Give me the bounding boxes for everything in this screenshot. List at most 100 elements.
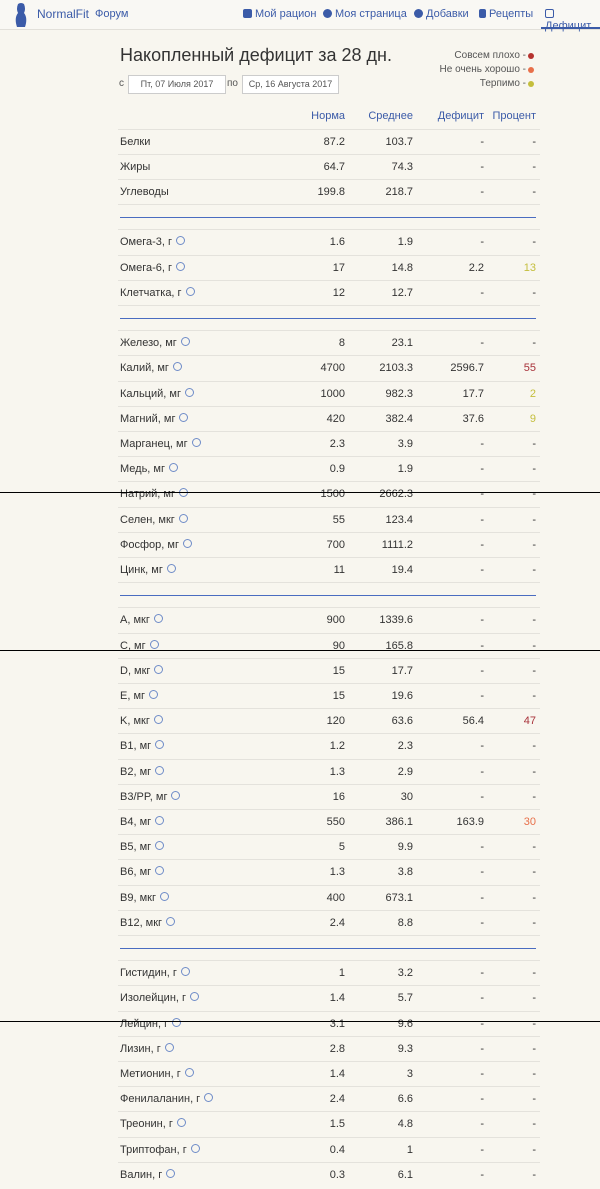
nav-link[interactable]: Добавки [414,8,469,20]
info-icon[interactable] [176,261,186,271]
percent-cell: - [532,891,536,904]
value-cell: 218.7 [385,185,413,198]
nutrient-name: E, мг [120,684,159,708]
info-icon[interactable] [153,715,163,725]
info-icon[interactable] [164,1042,174,1052]
info-icon[interactable] [191,437,201,447]
nutrient-name: Омега-3, г [120,230,186,254]
table-row: B2, мг 1.3 2.9 - - [118,758,540,784]
value-cell: 1500 [320,488,345,501]
table-row: Гистидин, г 1 3.2 - - [118,960,540,985]
info-icon[interactable] [190,992,200,1002]
info-icon[interactable] [176,236,186,246]
value-cell: 3.2 [397,967,413,980]
info-icon[interactable] [185,286,195,296]
info-icon[interactable] [172,362,182,372]
info-icon[interactable] [172,1017,182,1027]
info-icon[interactable] [155,841,165,851]
nav-link[interactable]: Рецепты [479,8,533,20]
value-cell: 1.5 [329,1118,345,1131]
nutrient-name: B12, мкг [120,911,176,935]
info-icon[interactable] [159,891,169,901]
value-cell: 165.8 [385,639,413,652]
info-icon[interactable] [190,1143,200,1153]
value-cell: 1.4 [329,1067,345,1080]
nutrient-name-text: Гистидин, г [120,967,177,980]
value-cell: 37.6 [462,412,484,425]
value-cell: 64.7 [323,160,345,173]
column-header: Процент [492,110,536,122]
brand[interactable]: NormalFit [37,7,90,21]
value-cell: - [480,463,484,476]
legend-label: Совсем плохо - [454,50,526,61]
value-cell: 74.3 [391,160,413,173]
forum-link[interactable]: Форум [95,8,129,20]
value-cell: 386.1 [385,815,413,828]
value-cell: 2.9 [397,765,413,778]
nutrient-name: Калий, мг [120,356,182,380]
info-icon[interactable] [169,463,178,473]
value-cell: 199.8 [317,185,345,198]
percent-cell: - [532,236,536,249]
value-cell: 3.1 [329,1017,345,1030]
info-icon[interactable] [155,740,165,750]
table-row: Углеводы 199.8 218.7 - - [118,178,540,204]
nutrient-name-text: B4, мг [120,815,152,828]
nutrient-name-text: Натрий, мг [120,488,175,501]
info-icon[interactable] [153,614,163,624]
info-icon[interactable] [155,765,165,775]
group-separator [118,304,540,330]
info-icon[interactable] [179,412,189,422]
percent-cell: - [532,286,536,299]
table-row: B5, мг 5 9.9 - - [118,834,540,859]
info-icon[interactable] [155,815,165,825]
nutrient-name: Фенилаланин, г [120,1087,214,1111]
nutrient-name: Изолейцин, г [120,986,200,1010]
table-row: Лейцин, г 3.1 9.6 - - [118,1010,540,1036]
info-icon[interactable] [204,1093,214,1103]
logo [15,3,27,27]
nav-link-active[interactable]: Дефицит [545,8,600,32]
info-icon[interactable] [166,916,176,926]
table-row: A, мкг 900 1339.6 - - [118,607,540,632]
info-icon[interactable] [166,1168,176,1178]
nutrient-name: Клетчатка, г [120,281,195,305]
info-icon[interactable] [149,689,159,699]
nutrient-name: B3/PP, мг [120,785,181,809]
value-cell: - [480,1143,484,1156]
info-icon[interactable] [154,664,164,674]
value-cell: 9.3 [397,1042,413,1055]
date-from[interactable]: Пт, 07 Июля 2017 [128,75,226,94]
table-row: Клетчатка, г 12 12.7 - - [118,279,540,305]
value-cell: 982.3 [385,387,413,400]
date-to[interactable]: Ср, 16 Августа 2017 [242,75,339,94]
nav-link[interactable]: Мой рацион [243,8,316,20]
info-icon[interactable] [166,563,176,573]
nutrient-name-text: C, мг [120,639,146,652]
nutrient-name-text: E, мг [120,689,146,702]
percent-cell: - [532,185,536,198]
info-icon[interactable] [182,538,192,548]
value-cell: 700 [326,538,345,551]
info-icon[interactable] [149,639,159,649]
info-icon[interactable] [171,790,181,800]
info-icon[interactable] [180,967,190,977]
info-icon[interactable] [155,866,165,876]
nutrient-name: B9, мкг [120,886,169,910]
value-cell: 2662.3 [379,488,413,501]
table-row: Медь, мг 0.9 1.9 - - [118,456,540,481]
info-icon[interactable] [176,1118,186,1128]
percent-cell: - [532,992,536,1005]
nutrient-name: Белки [120,130,150,154]
info-icon[interactable] [180,337,190,347]
nutrient-name: Цинк, мг [120,558,176,582]
info-icon[interactable] [178,513,188,523]
column-header: Норма [311,110,345,122]
separator-line [120,217,536,219]
info-icon[interactable] [184,1067,194,1077]
value-cell: 6.6 [397,1093,413,1106]
table-row: Цинк, мг 11 19.4 - - [118,556,540,582]
info-icon[interactable] [184,387,194,397]
percent-cell: - [532,1143,536,1156]
nav-link[interactable]: Моя страница [323,8,407,20]
